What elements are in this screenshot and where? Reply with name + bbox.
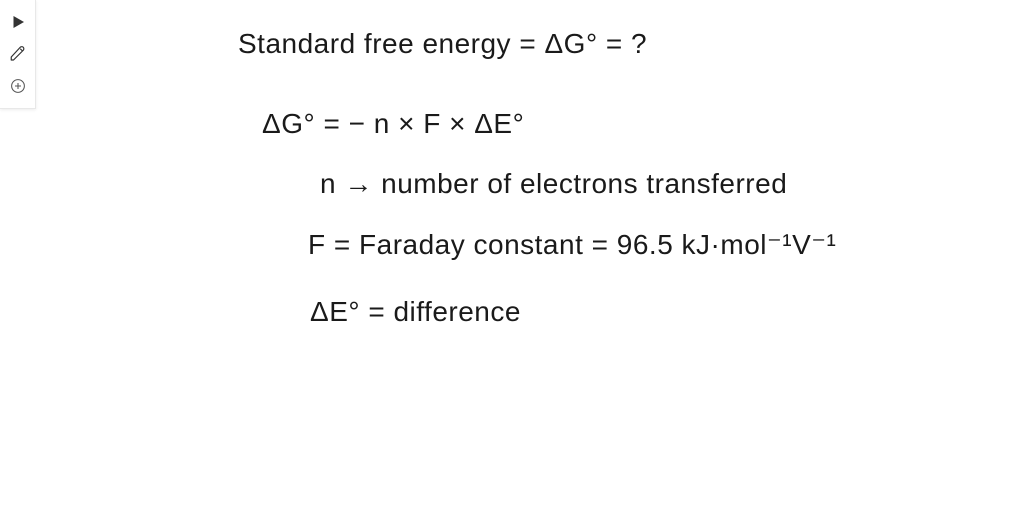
note-line-4: F = Faraday constant = 96.5 kJ·mol⁻¹V⁻¹ bbox=[308, 228, 836, 261]
play-button[interactable] bbox=[4, 8, 32, 36]
add-circle-icon bbox=[9, 77, 27, 95]
note-line-3: n → number of electrons transferred bbox=[320, 168, 787, 200]
note-line-1: Standard free energy = ΔG° = ? bbox=[238, 28, 647, 60]
handwriting-canvas: Standard free energy = ΔG° = ? ΔG° = − n… bbox=[0, 0, 1024, 512]
toolbar bbox=[0, 0, 36, 109]
add-button[interactable] bbox=[4, 72, 32, 100]
note-line-2: ΔG° = − n × F × ΔE° bbox=[262, 108, 524, 140]
pen-button[interactable] bbox=[4, 40, 32, 68]
pen-icon bbox=[9, 45, 27, 63]
play-icon bbox=[9, 13, 27, 31]
note-line-5: ΔE° = difference bbox=[310, 296, 521, 328]
